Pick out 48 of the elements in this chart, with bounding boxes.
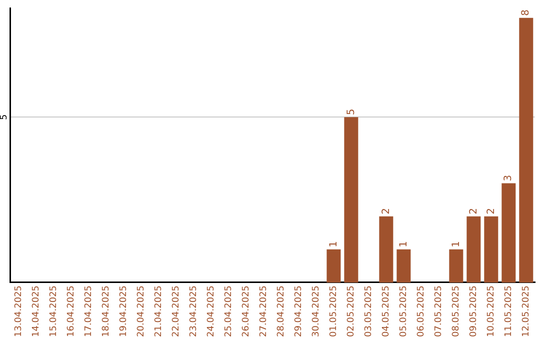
x-tick-label: 19.04.2025 [119,285,130,337]
x-tick-label: 17.04.2025 [84,285,94,337]
data-label: 2 [468,208,480,214]
x-tick-label: 02.05.2025 [346,285,357,337]
x-tick-label: 21.04.2025 [154,285,164,337]
bar [466,216,481,282]
x-tick-label: 06.05.2025 [416,285,427,337]
x-tick-label: 11.05.2025 [504,285,514,337]
x-tick-label: 26.04.2025 [242,285,252,337]
data-label: 1 [328,241,340,248]
x-tick-label: 30.04.2025 [312,285,322,337]
x-tick-label: 20.04.2025 [136,285,147,337]
x-tick-label: 04.05.2025 [382,285,392,337]
x-tick-label: 25.04.2025 [224,285,234,337]
x-tick-label: 15.04.2025 [49,285,60,337]
bar [449,249,464,282]
bar [484,216,498,282]
x-tick-label: 16.04.2025 [66,285,77,337]
x-tick-label: 08.05.2025 [452,285,462,337]
x-tick-label: 24.04.2025 [206,285,217,337]
bar [379,216,394,282]
x-tick-label: 13.04.2025 [14,285,24,337]
data-label: 1 [450,241,462,248]
data-label: 2 [486,208,497,214]
x-tick-label: 28.04.2025 [276,285,287,337]
x-tick-label: 14.04.2025 [32,285,42,337]
x-tick-label: 22.04.2025 [172,285,182,337]
data-label: 2 [380,208,392,214]
data-label: 3 [503,174,514,182]
x-tick-label: 10.05.2025 [486,285,496,337]
data-label: 1 [398,241,410,248]
x-tick-label: 07.05.2025 [434,285,444,337]
bar [519,18,534,282]
x-tick-label: 12.05.2025 [521,285,532,337]
x-tick-label: 29.04.2025 [294,285,304,337]
x-tick-label: 03.05.2025 [364,285,374,337]
data-label: 5 [346,108,357,116]
x-tick-label: 09.05.2025 [469,285,480,337]
bar [326,249,341,282]
bar [502,183,516,282]
data-label: 8 [520,10,532,16]
x-tick-label: 05.05.2025 [399,285,410,337]
x-tick-label: 01.05.2025 [329,285,340,337]
x-tick-label: 23.04.2025 [189,285,200,337]
x-tick-label: 18.04.2025 [102,285,112,337]
bar [344,117,358,282]
bar [396,249,411,282]
x-tick-label: 27.04.2025 [259,285,270,337]
